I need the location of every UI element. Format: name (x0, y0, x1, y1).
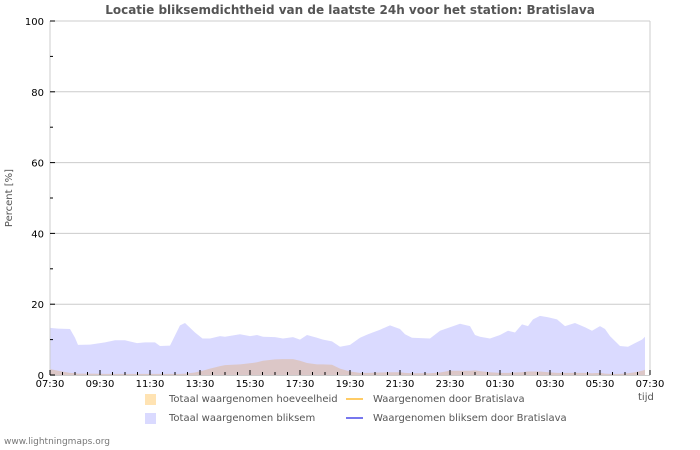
legend-label: Waargenomen door Bratislava (373, 393, 525, 405)
data-areas (50, 315, 645, 375)
svg-text:01:30: 01:30 (486, 379, 515, 390)
legend-label: Waargenomen bliksem door Bratislava (373, 412, 567, 424)
legend-item-bliksem: Totaal waargenomen bliksem (145, 411, 315, 425)
svg-text:03:30: 03:30 (536, 379, 565, 390)
svg-text:15:30: 15:30 (236, 379, 265, 390)
footer-link[interactable]: www.lightningmaps.org (4, 437, 110, 447)
svg-text:07:30: 07:30 (36, 379, 65, 390)
legend-item-bliksem-station: Waargenomen bliksem door Bratislava (346, 411, 567, 425)
legend-label: Totaal waargenomen bliksem (169, 412, 316, 424)
svg-text:80: 80 (31, 88, 44, 99)
x-axis-title: tijd (638, 392, 654, 403)
svg-text:21:30: 21:30 (386, 379, 415, 390)
axes (49, 20, 651, 376)
svg-text:17:30: 17:30 (286, 379, 315, 390)
legend-line-station (346, 398, 363, 400)
legend-item-hoeveelheid: Totaal waargenomen hoeveelheid (145, 392, 338, 406)
svg-text:23:30: 23:30 (436, 379, 465, 390)
svg-text:09:30: 09:30 (86, 379, 115, 390)
tick-labels: 0 20 40 60 80 100 07:30 09:30 11:30 13:30 15:30 17:… (25, 17, 665, 390)
legend: Totaal waargenomen hoeveelheid Waargenom… (143, 392, 603, 428)
legend-line-bliksem-station (346, 417, 363, 419)
svg-text:13:30: 13:30 (186, 379, 215, 390)
svg-text:40: 40 (31, 229, 44, 240)
chart-title: Locatie bliksemdichtheid van de laatste … (105, 3, 595, 17)
svg-text:20: 20 (31, 300, 44, 311)
svg-text:05:30: 05:30 (586, 379, 615, 390)
legend-item-station: Waargenomen door Bratislava (346, 392, 525, 406)
svg-text:100: 100 (25, 17, 44, 28)
legend-swatch-bliksem (145, 412, 156, 424)
svg-text:11:30: 11:30 (136, 379, 165, 390)
svg-text:0: 0 (38, 371, 44, 382)
svg-text:07:30: 07:30 (636, 379, 665, 390)
legend-swatch-hoeveelheid (145, 393, 156, 405)
gridlines (50, 20, 651, 375)
svg-text:60: 60 (31, 159, 44, 170)
svg-text:19:30: 19:30 (336, 379, 365, 390)
y-axis-title: Percent [%] (4, 169, 15, 227)
legend-label: Totaal waargenomen hoeveelheid (169, 393, 338, 405)
